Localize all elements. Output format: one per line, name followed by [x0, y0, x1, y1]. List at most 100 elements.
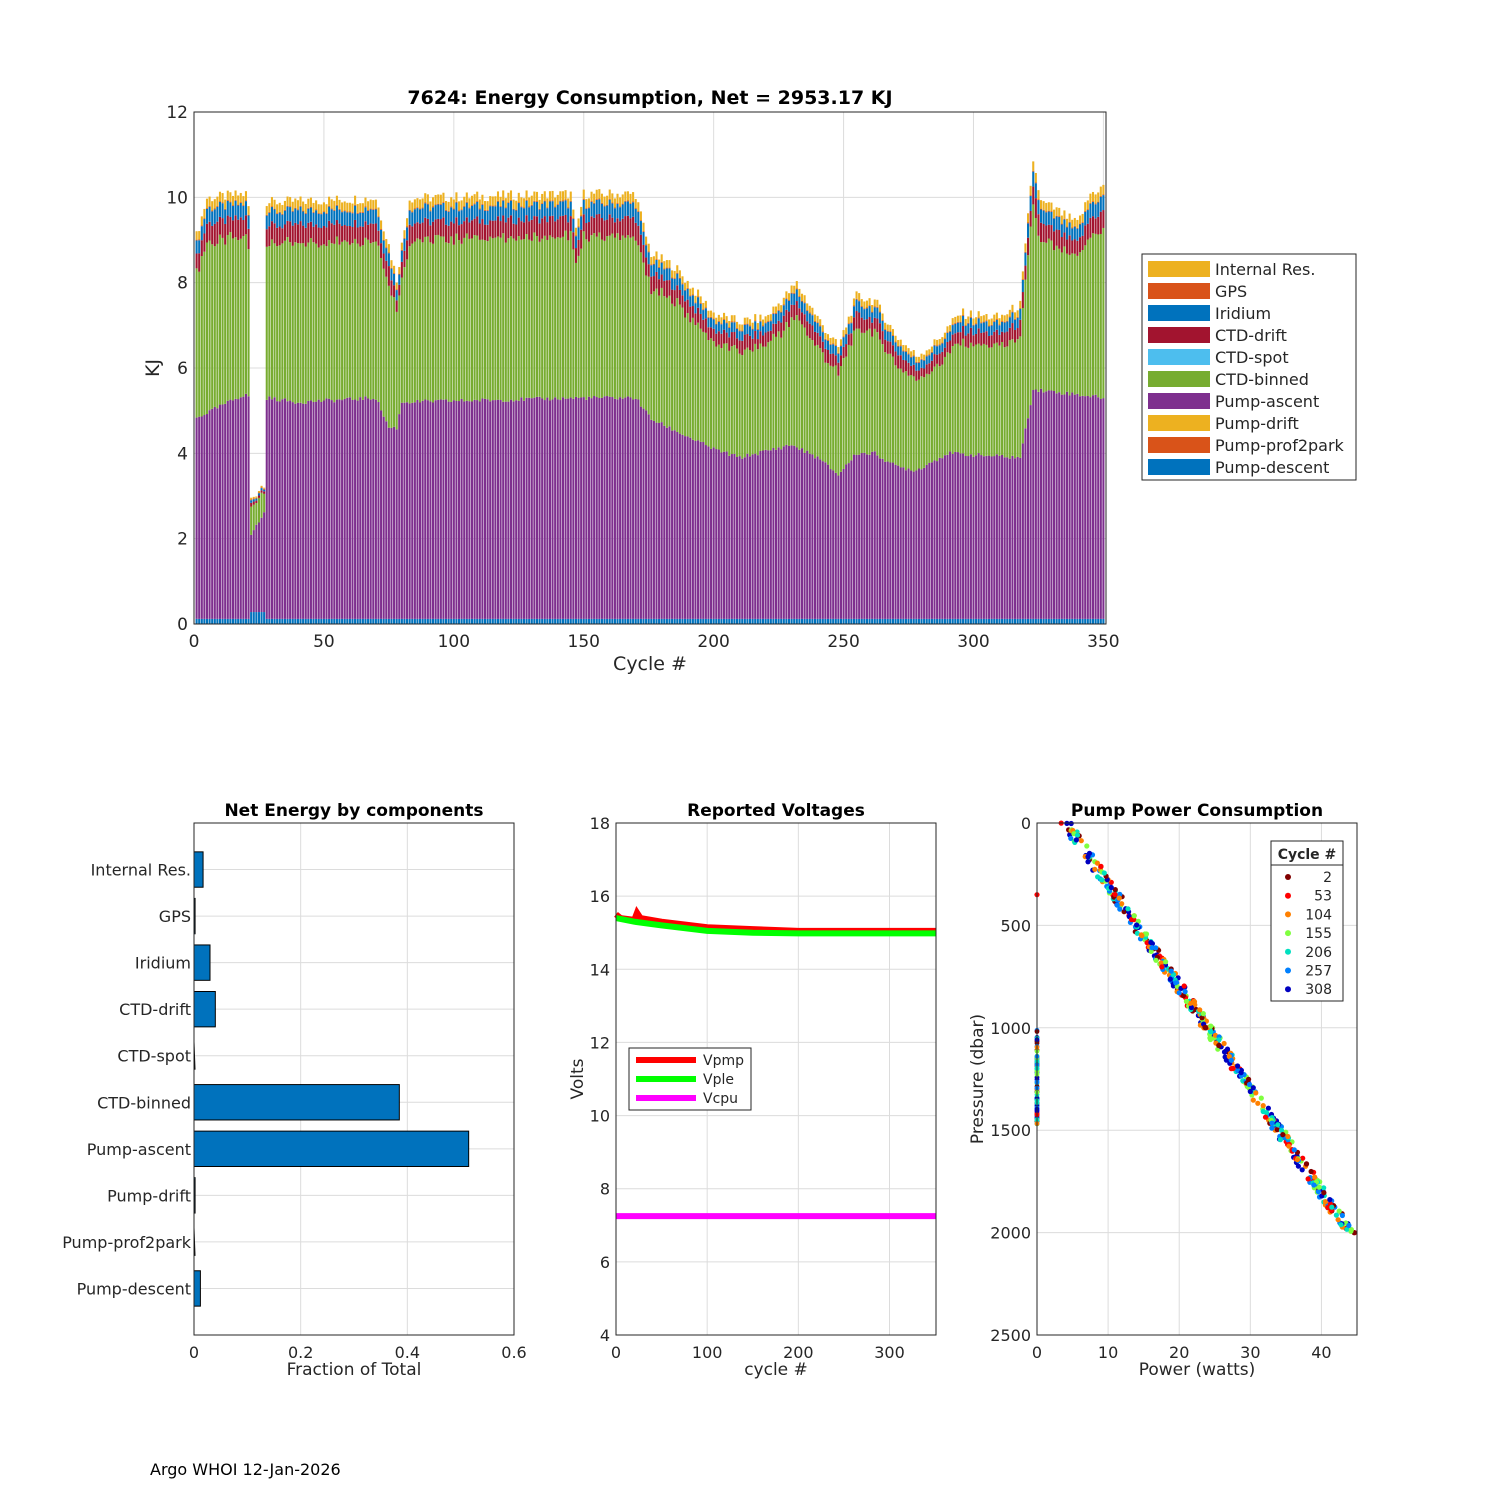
bar-segment [1027, 223, 1030, 238]
bar-segment [946, 341, 949, 353]
bar-segment [1094, 203, 1097, 205]
bar-segment [395, 300, 398, 312]
bar-segment [226, 215, 229, 235]
bar-segment [302, 201, 305, 211]
data-point [1333, 1212, 1339, 1218]
bar-segment [556, 237, 559, 400]
bar-segment [691, 317, 694, 440]
bar-segment [912, 364, 915, 377]
bar-segment [554, 397, 557, 619]
bar-segment [304, 618, 307, 624]
bar-segment [478, 401, 481, 619]
bar-segment [1073, 253, 1076, 395]
bar-segment [273, 209, 276, 224]
bar-segment [865, 319, 868, 331]
bar-segment [658, 267, 661, 280]
bar-segment [556, 204, 559, 220]
legend-label: 206 [1305, 945, 1332, 961]
bar-segment [299, 196, 302, 206]
bar-segment [374, 209, 377, 224]
bar-segment [315, 243, 318, 402]
bar-segment [564, 199, 567, 201]
bar-segment [255, 497, 258, 499]
bar-segment [1073, 225, 1076, 227]
bar-segment [291, 210, 294, 212]
bar-segment [819, 336, 822, 349]
bar-segment [494, 400, 497, 619]
bar-segment [889, 618, 892, 624]
bar-segment [429, 225, 432, 243]
bar-segment [829, 618, 832, 624]
bar-segment [634, 222, 637, 241]
bar-segment [832, 343, 835, 345]
bar-segment [403, 237, 406, 239]
bar-segment [481, 219, 484, 240]
legend-swatch [1148, 305, 1210, 321]
bar-segment [787, 327, 791, 446]
data-point [1228, 1057, 1234, 1063]
bar-segment [444, 201, 448, 210]
bar-segment [218, 404, 222, 619]
bar-segment [891, 356, 894, 463]
bar-segment [800, 312, 804, 325]
bar-segment [587, 618, 590, 624]
y-axis-label: Pressure (dbar) [968, 1014, 988, 1144]
bar-segment [439, 204, 442, 220]
data-point [1216, 1042, 1222, 1049]
bar-segment [912, 471, 915, 619]
bar-segment [912, 618, 915, 624]
bar-segment [252, 501, 255, 505]
bar-segment [330, 208, 333, 210]
bar-segment [985, 455, 988, 619]
bar-segment [567, 198, 570, 208]
bar-segment [1099, 398, 1102, 619]
bar-segment [257, 522, 260, 613]
bar-segment [717, 344, 720, 450]
bar-segment [590, 398, 593, 619]
bar-segment [465, 618, 468, 624]
x-tick-label: 100 [692, 1343, 723, 1362]
bar-segment [221, 237, 224, 405]
bar-segment [980, 322, 983, 324]
bar-segment [304, 213, 307, 228]
bar-segment [411, 211, 414, 213]
bar-segment [333, 209, 336, 211]
bar-segment [390, 280, 393, 296]
bar-segment [252, 496, 255, 499]
bar-segment [795, 281, 798, 289]
data-point [1222, 1054, 1228, 1060]
bar-segment [231, 206, 235, 221]
bar-segment [341, 241, 344, 401]
bar-segment [512, 209, 515, 224]
bar-segment [408, 210, 411, 225]
bar-segment [785, 444, 788, 619]
bar-segment [1078, 237, 1082, 253]
bar-segment [894, 464, 897, 619]
bar [193, 944, 211, 981]
bar-segment [676, 265, 679, 273]
bar-segment [647, 618, 650, 624]
data-point [1149, 945, 1155, 951]
bar-segment [572, 232, 575, 250]
bar-segment [322, 618, 325, 624]
bar-segment [806, 618, 809, 624]
bar-segment [1081, 222, 1084, 223]
bar-segment [962, 325, 965, 339]
bar-segment [1008, 458, 1011, 619]
bar-segment [951, 324, 954, 326]
bar-segment [678, 270, 681, 278]
bar-segment [767, 331, 770, 343]
bar-segment [1099, 196, 1102, 212]
bar-segment [1047, 211, 1050, 225]
bar-segment [200, 416, 203, 619]
bar-segment [1019, 319, 1022, 337]
bar-segment [382, 239, 385, 241]
bar-segment [710, 618, 713, 624]
bar-segment [645, 244, 648, 246]
data-point [1260, 1103, 1266, 1109]
bar-segment [382, 618, 385, 624]
bar-segment [704, 308, 707, 319]
bar-segment [250, 497, 253, 500]
bar-segment [203, 219, 206, 234]
bar-segment [421, 222, 424, 243]
